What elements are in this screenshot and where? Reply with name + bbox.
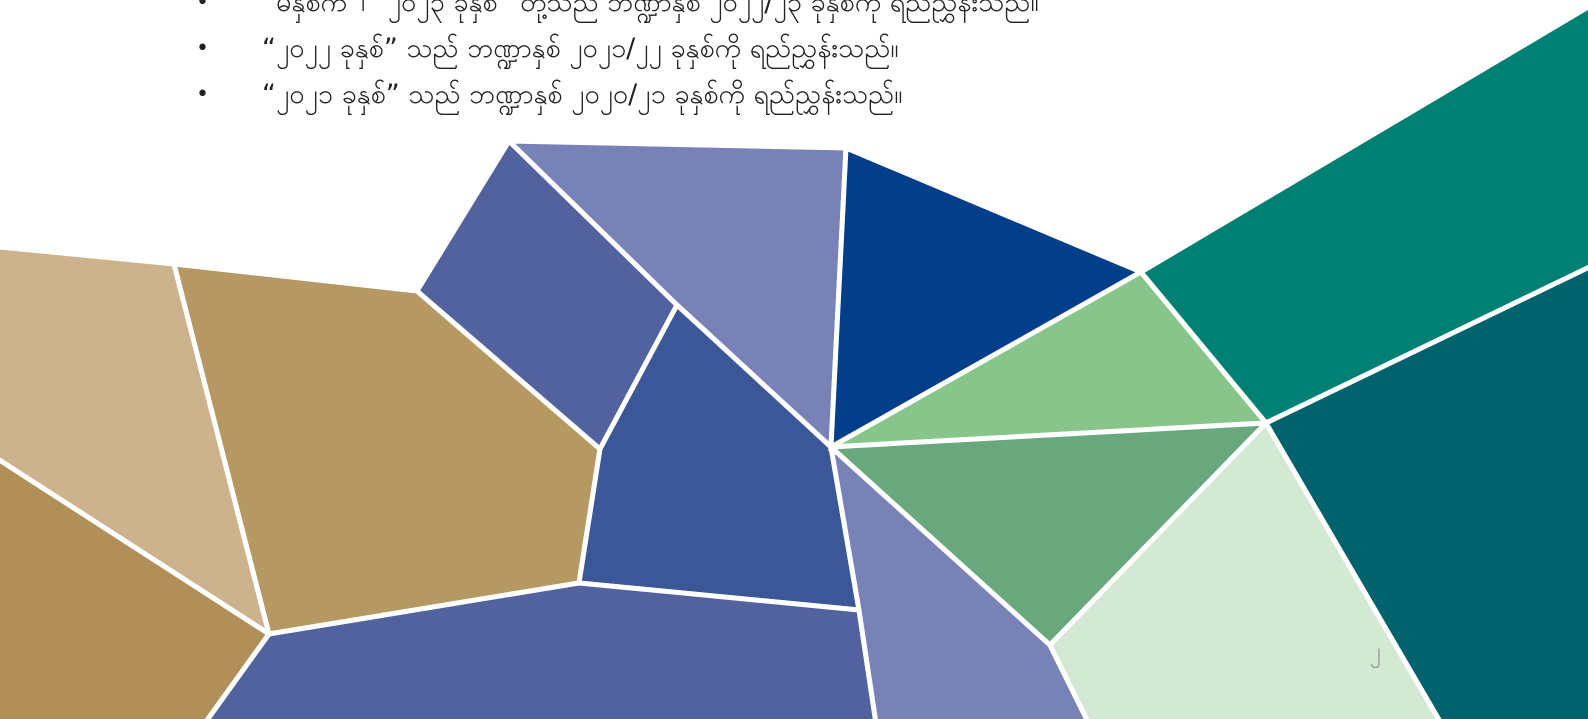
bullet-marker: •: [196, 82, 209, 107]
bullet-text: “မနှစ်က”၊ “၂၀၂၃ ခုနှစ်” တို့သည် ဘဏ္ဍာနှစ…: [262, 0, 1039, 18]
mosaic-tile-teal-dark: [1262, 265, 1588, 719]
bullet-marker: •: [196, 0, 209, 15]
page-number: ၂: [1370, 639, 1381, 664]
bullet-marker: •: [196, 36, 209, 61]
bullet-text: “၂၀၂၂ ခုနှစ်” သည် ဘဏ္ဍာနှစ် ၂၀၂၁/၂၂ ခုနှ…: [262, 33, 899, 64]
mosaic-tile-tan-dark: [0, 457, 273, 719]
bullet-text: “၂၀၂၁ ခုနှစ်” သည် ဘဏ္ဍာနှစ် ၂၀၂၀/၂၁ ခုနှ…: [262, 79, 903, 110]
bullet-list: • “မနှစ်က”၊ “၂၀၂၃ ခုနှစ်” တို့သည် ဘဏ္ဍာန…: [0, 0, 1200, 118]
bullet-item: • “၂၀၂၂ ခုနှစ်” သည် ဘဏ္ဍာနှစ် ၂၀၂၁/၂၂ ခု…: [0, 26, 1200, 72]
bullet-item: • “မနှစ်က”၊ “၂၀၂၃ ခုနှစ်” တို့သည် ဘဏ္ဍာန…: [0, 0, 1200, 26]
bullet-item: • “၂၀၂၁ ခုနှစ်” သည် ဘဏ္ဍာနှစ် ၂၀၂၀/၂၁ ခု…: [0, 72, 1200, 118]
